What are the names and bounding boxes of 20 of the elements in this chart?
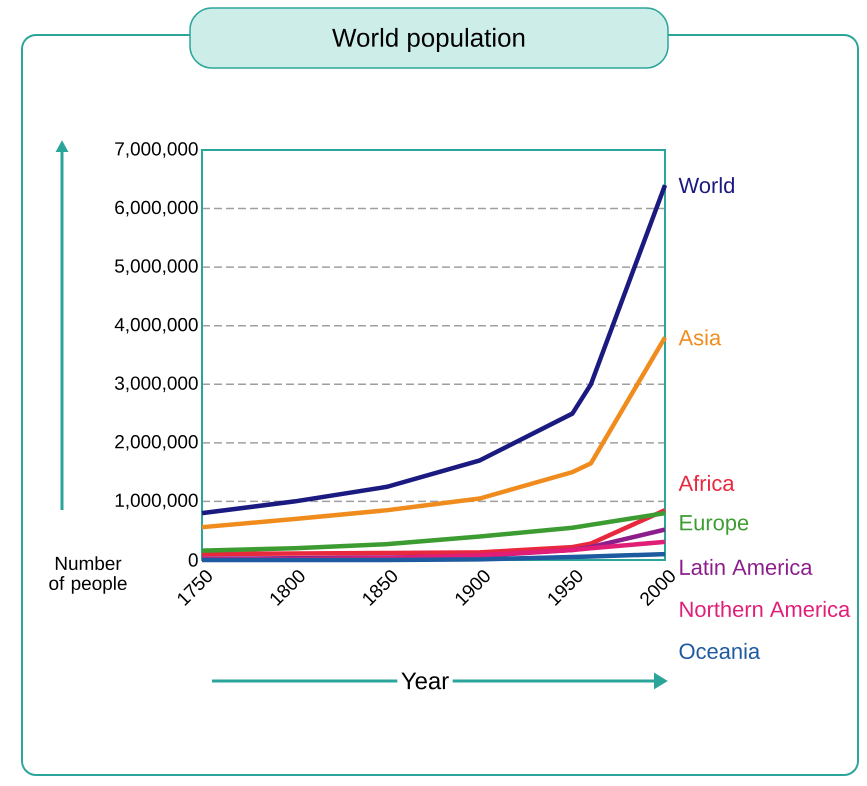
chart-title: World population xyxy=(332,28,524,52)
series-label: Latin America xyxy=(680,558,812,576)
series-label: Africa xyxy=(678,474,735,492)
y-tick-label: 7,000,000 xyxy=(115,142,198,158)
series-label: World xyxy=(678,177,734,194)
y-axis-title: Number of people xyxy=(49,556,127,594)
text: Northern America xyxy=(680,600,850,618)
text: Oceania xyxy=(680,642,760,660)
line-series xyxy=(200,182,668,516)
y-tick-label: 6,000,000 xyxy=(115,200,198,216)
y-tick-label: 0 xyxy=(188,553,198,567)
y-tick-label: 1,000,000 xyxy=(116,494,198,510)
x-axis-title: Year xyxy=(401,672,449,690)
series-label: Europe xyxy=(680,515,748,535)
y-tick-label: 5,000,000 xyxy=(115,259,198,275)
series-label: Asia xyxy=(678,329,722,346)
y-tick-label: 4,000,000 xyxy=(114,318,198,334)
y-tick-label: 2,000,000 xyxy=(115,435,198,451)
line-series xyxy=(200,335,668,530)
y-tick-label: 3,000,000 xyxy=(114,376,198,392)
